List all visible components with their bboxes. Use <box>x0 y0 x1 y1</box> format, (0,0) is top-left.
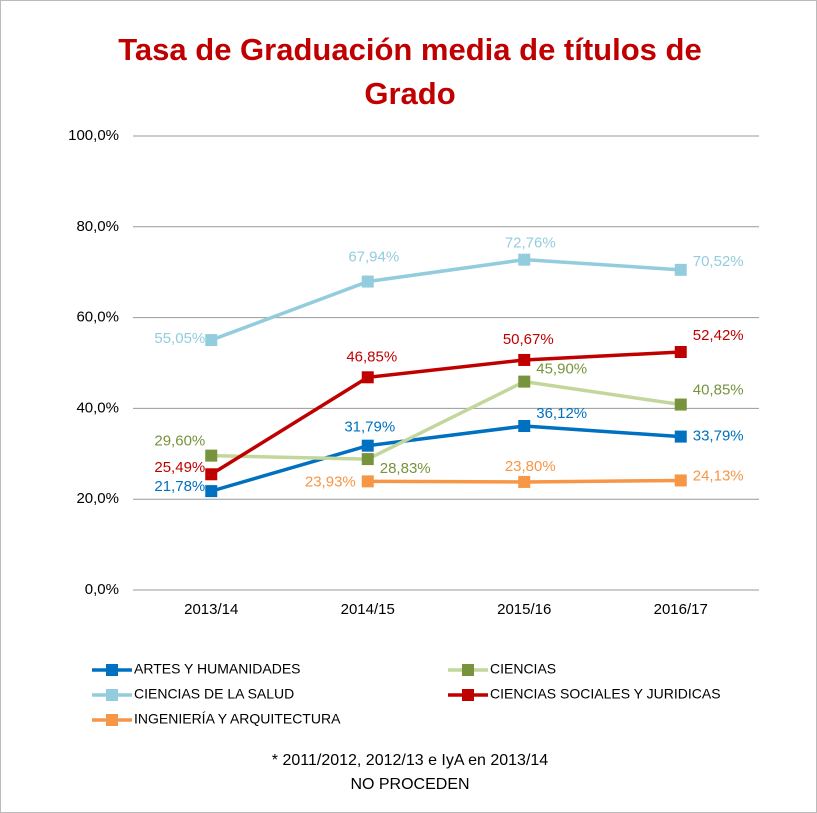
data-label: 31,79% <box>344 419 395 436</box>
chart-title: Tasa de Graduación media de títulos de G… <box>118 32 702 111</box>
data-label: 55,05% <box>154 330 205 347</box>
series-line <box>210 257 681 342</box>
x-tick-label: 2014/15 <box>341 601 395 618</box>
series-line <box>211 379 682 461</box>
legend-label: CIENCIAS SOCIALES Y JURIDICAS <box>490 686 721 702</box>
marker <box>674 263 687 276</box>
marker <box>518 253 531 266</box>
data-label: 29,60% <box>154 433 205 450</box>
y-tick-label: 100,0% <box>68 127 119 144</box>
data-label: 40,85% <box>693 382 744 399</box>
marker <box>674 474 687 487</box>
data-label: 23,93% <box>305 473 356 490</box>
marker <box>518 353 531 366</box>
legend-marker <box>106 664 118 676</box>
data-label: 45,90% <box>536 361 587 378</box>
y-tick-label: 20,0% <box>76 490 119 507</box>
data-label: 28,83% <box>380 460 431 477</box>
data-label: 67,94% <box>348 249 399 266</box>
note: NO PROCEDEN <box>350 776 470 793</box>
marker <box>205 334 218 347</box>
x-tick-label: 2013/14 <box>184 601 238 618</box>
marker <box>518 475 531 488</box>
marker <box>518 375 531 388</box>
marker <box>205 468 218 481</box>
legend-label: CIENCIAS DE LA SALUD <box>134 686 294 702</box>
data-label: 50,67% <box>503 331 554 348</box>
marker <box>361 475 374 488</box>
data-label: 46,85% <box>346 348 397 365</box>
data-label: 72,76% <box>505 235 556 252</box>
y-tick-label: 40,0% <box>76 399 119 416</box>
series-line <box>210 350 681 476</box>
legend-label: ARTES Y HUMANIDADES <box>134 661 301 677</box>
data-label: 21,78% <box>154 478 205 495</box>
marker <box>205 485 218 498</box>
x-tick-label: 2016/17 <box>654 601 708 618</box>
data-label: 33,79% <box>693 428 744 445</box>
marker <box>361 371 374 384</box>
legend-marker <box>106 714 118 726</box>
marker <box>674 398 687 411</box>
x-tick-label: 2015/16 <box>497 601 551 618</box>
marker <box>361 439 374 452</box>
data-label: 70,52% <box>693 253 744 270</box>
legend-label: INGENIERÍA Y ARQUITECTURA <box>134 711 341 727</box>
legend-marker <box>462 689 474 701</box>
y-tick-label: 0,0% <box>85 581 119 598</box>
marker <box>518 420 531 433</box>
data-label: 36,12% <box>536 405 587 422</box>
y-tick-label: 80,0% <box>76 218 119 235</box>
legend-label: CIENCIAS <box>490 661 556 677</box>
note: * 2011/2012, 2012/13 e IyA en 2013/14 <box>271 752 549 769</box>
marker <box>361 453 374 466</box>
data-label: 24,13% <box>693 467 744 484</box>
y-tick-label: 60,0% <box>76 309 119 326</box>
series-line <box>210 424 681 493</box>
marker <box>361 275 374 288</box>
marker <box>674 346 687 359</box>
data-label: 25,49% <box>154 459 205 476</box>
data-label: 52,42% <box>693 327 744 344</box>
legend-marker <box>462 664 474 676</box>
marker <box>674 430 687 443</box>
legend-marker <box>106 689 118 701</box>
data-label: 23,80% <box>505 458 556 475</box>
marker <box>205 449 218 462</box>
